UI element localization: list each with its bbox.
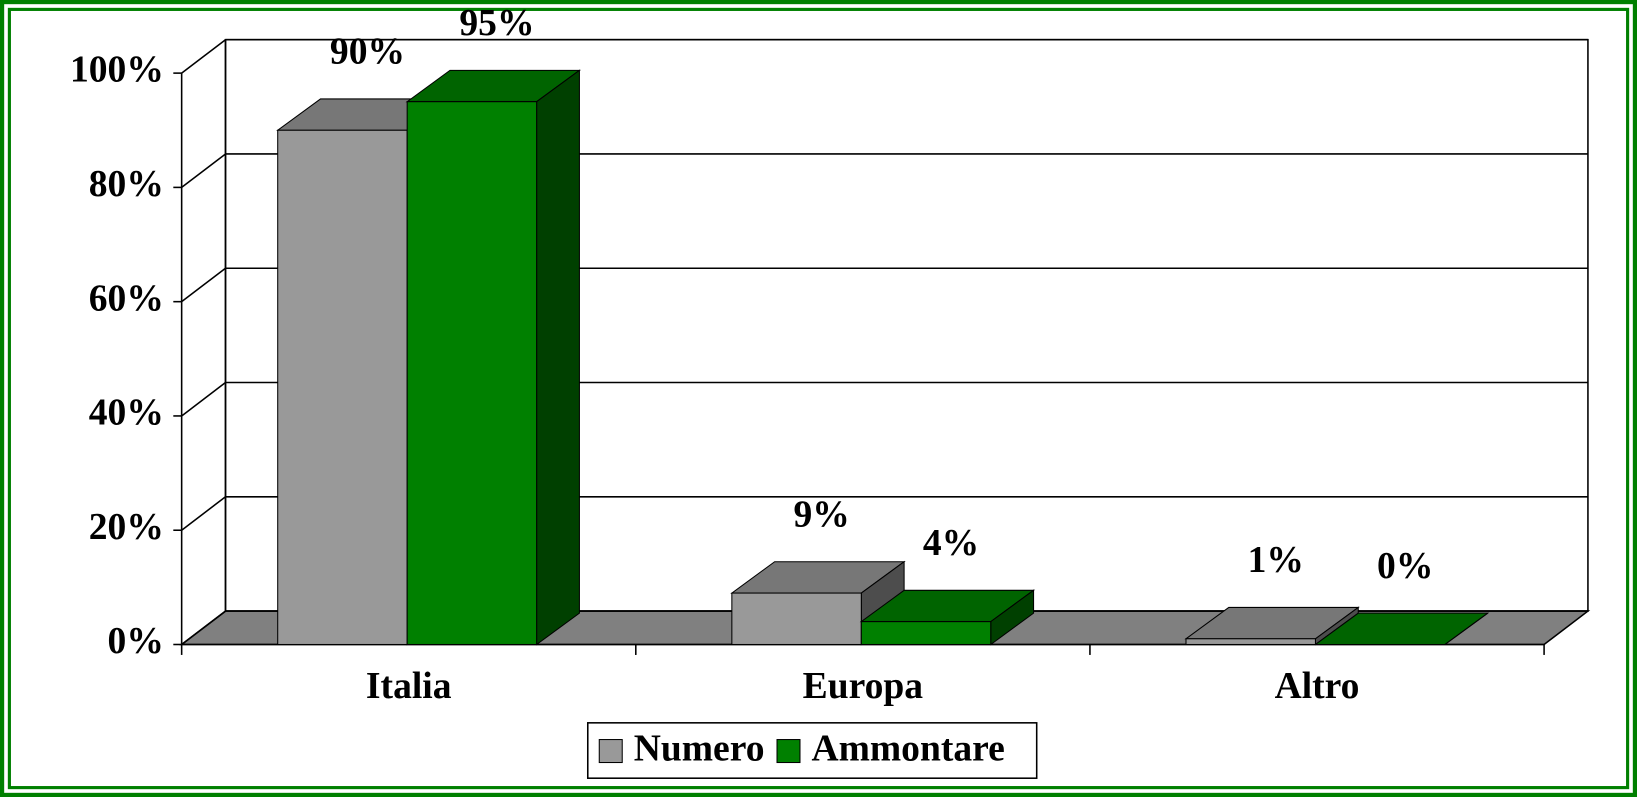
- grid-line-side: [181, 496, 226, 531]
- bar-side: [1444, 612, 1489, 645]
- y-tick-label: 20%: [89, 507, 164, 548]
- bar: [860, 621, 992, 646]
- inner-border: [7, 7, 1630, 790]
- y-tick-label: 60%: [89, 278, 164, 319]
- grid-line-side: [181, 267, 226, 303]
- y-tick-label: 80%: [89, 164, 164, 205]
- bar: [277, 129, 408, 646]
- grid-line-side: [181, 610, 226, 646]
- bar: [406, 101, 538, 646]
- value-label: 4%: [923, 523, 979, 564]
- bar: [731, 592, 862, 646]
- grid-line-side: [181, 39, 226, 74]
- legend-label: Ammontare: [811, 729, 1004, 770]
- legend-label: Numero: [634, 729, 765, 770]
- bar-side: [536, 69, 580, 646]
- bar: [1185, 638, 1316, 646]
- legend-swatch: [776, 739, 801, 764]
- y-tick-label: 100%: [70, 50, 164, 91]
- value-label: 1%: [1248, 540, 1304, 581]
- x-tick-label: Europa: [803, 666, 924, 707]
- y-tick-label: 40%: [89, 393, 164, 434]
- grid-line-side: [181, 381, 226, 417]
- grid-line-side: [181, 153, 226, 189]
- value-label: 90%: [330, 32, 405, 73]
- x-tick-label: Altro: [1275, 666, 1360, 707]
- legend-box: [586, 722, 1038, 779]
- value-label: 9%: [793, 494, 849, 535]
- x-tick-label: Italia: [366, 666, 452, 707]
- value-label: 95%: [459, 3, 534, 44]
- y-tick-label: 0%: [108, 621, 164, 662]
- value-label: 0%: [1377, 546, 1433, 587]
- legend-swatch: [598, 739, 623, 764]
